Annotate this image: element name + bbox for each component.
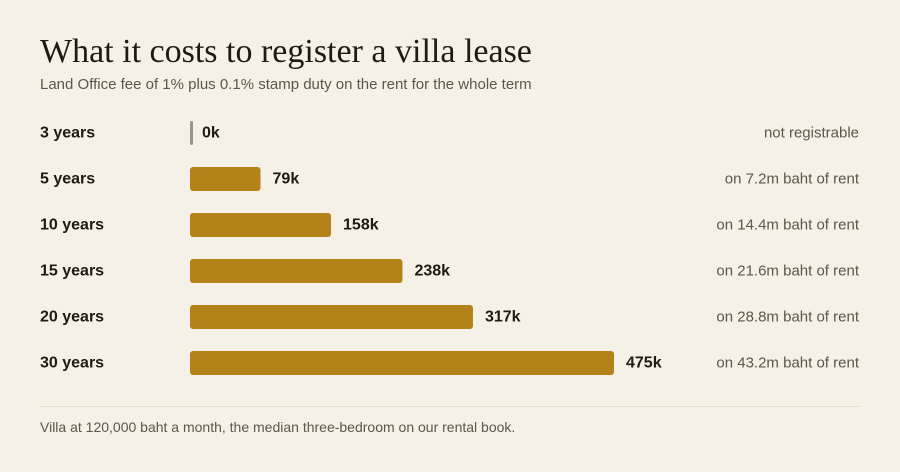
bar [190,213,332,237]
bar [190,305,473,329]
value-label: 79k [273,171,300,188]
footer-divider [40,406,859,407]
row-note: on 21.6m baht of rent [716,263,859,280]
category-label: 10 years [40,217,104,234]
bar [190,351,614,375]
bar [190,167,261,191]
bar-row-5-years: 5 years 79k on 7.2m baht of rent [40,167,860,191]
value-label: 317k [485,309,521,326]
row-note: on 43.2m baht of rent [716,355,859,372]
value-label: 238k [414,263,450,280]
row-note: on 28.8m baht of rent [716,309,859,326]
bar-row-10-years: 10 years 158k on 14.4m baht of rent [40,213,860,237]
bar-row-30-years: 30 years 475k on 43.2m baht of rent [40,351,860,375]
value-label: 475k [626,355,662,372]
row-note: on 7.2m baht of rent [725,171,860,188]
bar-row-3-years: 3 years 0k not registrable [40,121,859,145]
chart-subtitle: Land Office fee of 1% plus 0.1% stamp du… [40,76,532,93]
row-note: on 14.4m baht of rent [716,217,859,234]
category-label: 5 years [40,171,95,188]
category-label: 3 years [40,125,95,142]
bar-chart: 3 years 0k not registrable 5 years 79k on 7.2… [40,121,860,375]
category-label: 15 years [40,263,104,280]
bar [190,259,403,283]
value-label: 158k [343,217,379,234]
chart-title: What it costs to register a villa lease [40,33,532,70]
category-label: 30 years [40,355,104,372]
bar-row-20-years: 20 years 317k on 28.8m baht of rent [40,305,860,329]
row-note: not registrable [764,125,859,142]
footnote: Villa at 120,000 baht a month, the media… [40,419,516,435]
value-label: 0k [202,125,220,142]
bar-row-15-years: 15 years 238k on 21.6m baht of rent [40,259,860,283]
category-label: 20 years [40,309,104,326]
bar-zero [190,121,193,145]
